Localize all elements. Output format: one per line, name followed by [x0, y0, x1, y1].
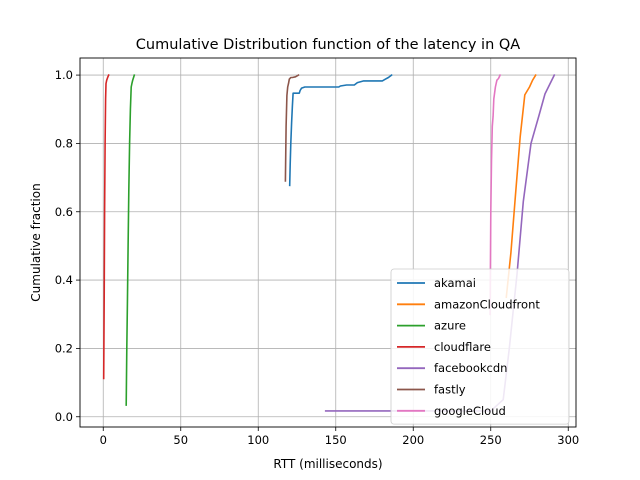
x-tick-label: 150 — [325, 433, 347, 447]
series-line-cloudflare — [102, 74, 110, 380]
x-tick-label: 250 — [480, 433, 502, 447]
legend-label-azure: azure — [434, 319, 466, 333]
chart-title: Cumulative Distribution function of the … — [136, 37, 521, 53]
x-axis-ticks: 0 50 100 150 200 250 300 — [100, 427, 579, 447]
legend: akamai amazonCloudfront azure cloudflare fac… — [390, 268, 570, 425]
y-tick-label: 0.8 — [55, 136, 73, 150]
y-tick-label: 1.0 — [55, 68, 73, 82]
y-tick-label: 0.2 — [55, 341, 73, 355]
series-line-akamai — [288, 73, 393, 187]
series-line-googleCloud — [489, 74, 502, 316]
x-tick-label: 100 — [247, 433, 269, 447]
x-tick-label: 0 — [100, 433, 107, 447]
series-line-amazonCloudfront — [505, 74, 537, 299]
y-tick-label: 0.0 — [55, 410, 73, 424]
legend-label-facebookcdn: facebookcdn — [434, 361, 507, 375]
legend-label-cloudflare: cloudflare — [434, 340, 491, 354]
y-axis-label: Cumulative fraction — [29, 183, 43, 301]
series-line-fastly — [284, 74, 300, 182]
x-tick-label: 200 — [402, 433, 424, 447]
legend-label-akamai: akamai — [434, 276, 476, 290]
y-axis-ticks: 0.0 0.2 0.4 0.6 0.8 1.0 — [55, 68, 80, 424]
series-line-azure — [125, 74, 136, 406]
plot-frame — [79, 57, 577, 428]
legend-label-googleCloud: googleCloud — [434, 404, 506, 418]
legend-label-amazonCloudfront: amazonCloudfront — [434, 297, 540, 311]
x-tick-label: 300 — [557, 433, 579, 447]
legend-label-fastly: fastly — [434, 383, 466, 397]
x-axis-label: RTT (milliseconds) — [273, 457, 382, 471]
y-tick-label: 0.6 — [55, 205, 73, 219]
y-tick-label: 0.4 — [55, 273, 73, 287]
x-tick-label: 50 — [173, 433, 188, 447]
legend-box — [390, 268, 570, 425]
